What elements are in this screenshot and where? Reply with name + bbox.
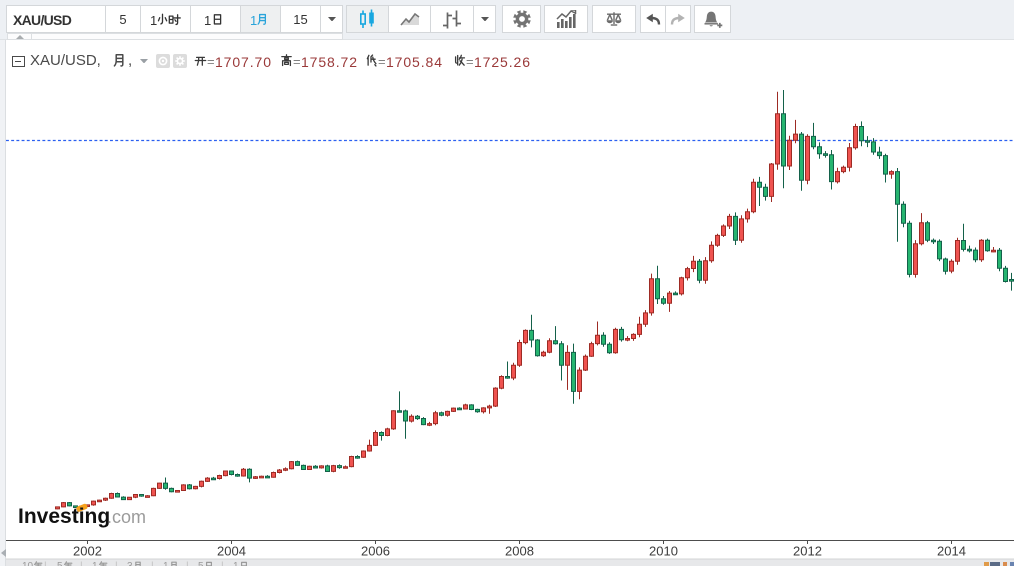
svg-text:2002: 2002 bbox=[73, 544, 102, 559]
svg-text:2010: 2010 bbox=[649, 544, 678, 559]
svg-text:2008: 2008 bbox=[505, 544, 534, 559]
svg-text:2012: 2012 bbox=[793, 544, 822, 559]
svg-text:2004: 2004 bbox=[217, 544, 246, 559]
svg-text:2014: 2014 bbox=[937, 544, 966, 559]
svg-text:2006: 2006 bbox=[361, 544, 390, 559]
svg-text:.com: .com bbox=[107, 507, 146, 527]
svg-text:Investing: Investing bbox=[18, 505, 110, 528]
